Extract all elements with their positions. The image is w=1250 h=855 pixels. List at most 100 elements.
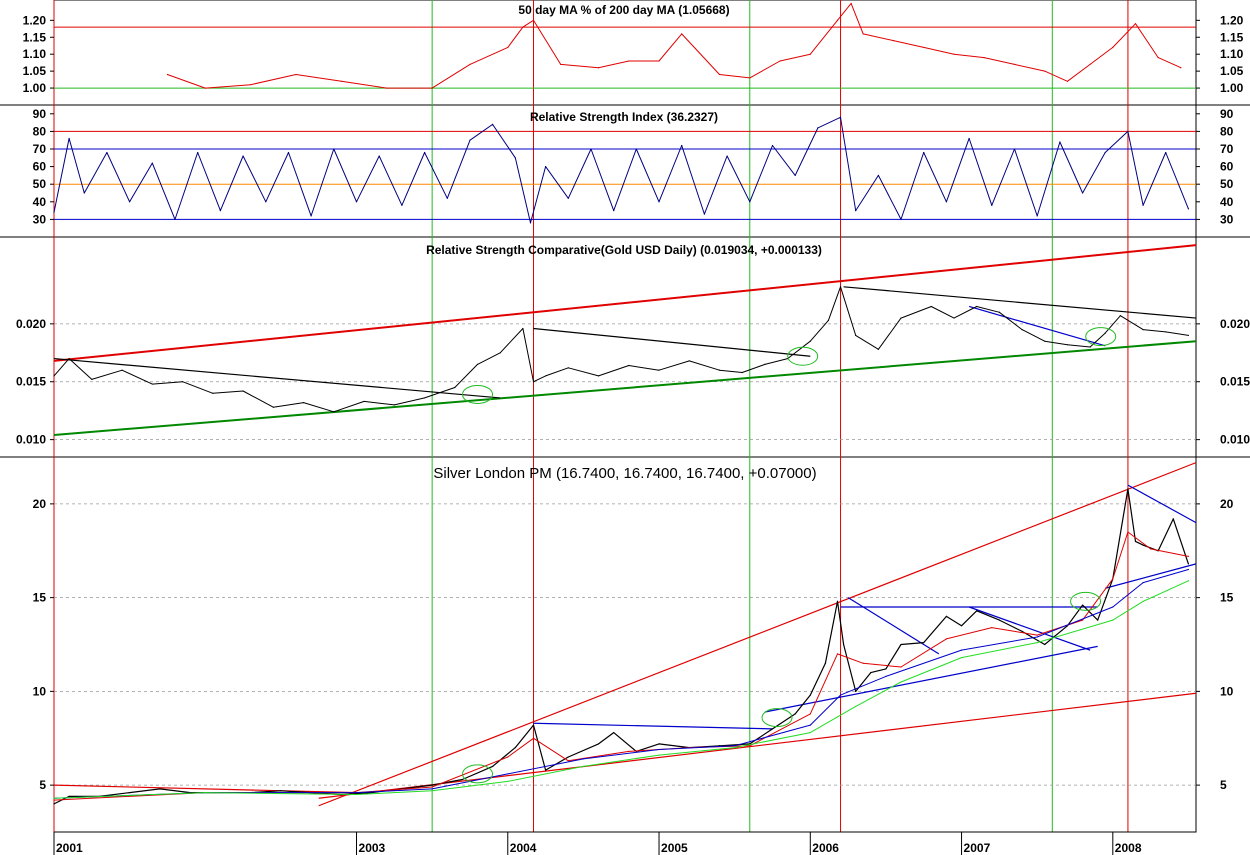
data-point <box>340 80 342 82</box>
data-point <box>809 340 811 342</box>
data-point <box>597 67 600 69</box>
ytick-label-left: 1.10 <box>23 47 47 61</box>
data-point <box>529 222 532 224</box>
data-point <box>1081 192 1084 194</box>
trendline <box>968 305 1106 347</box>
data-point <box>779 60 781 62</box>
data-point <box>1187 555 1190 557</box>
data-point <box>499 352 501 354</box>
data-point <box>1021 329 1023 331</box>
data-point <box>703 213 706 215</box>
data-point <box>1172 518 1174 520</box>
ytick-label-left: 0.010 <box>16 433 46 447</box>
series-line-2 <box>53 531 1189 801</box>
data-point <box>718 369 721 371</box>
data-point <box>998 311 1000 313</box>
data-point <box>885 668 887 670</box>
data-point <box>658 748 660 751</box>
data-point <box>492 765 494 767</box>
data-point <box>1044 70 1046 72</box>
data-point <box>242 155 244 157</box>
trendline <box>53 244 1197 362</box>
ytick-label-left: 20 <box>33 497 47 511</box>
data-point <box>953 317 955 319</box>
data-point <box>151 162 153 164</box>
ytick-label-left: 70 <box>33 142 47 156</box>
ytick-label-left: 60 <box>33 160 47 174</box>
ytick-label-right: 1.10 <box>1220 47 1244 61</box>
data-point <box>567 756 569 758</box>
trendline <box>843 286 1197 319</box>
data-point <box>355 793 358 796</box>
data-point <box>850 2 852 4</box>
ytick-label-left: 1.15 <box>23 30 47 44</box>
data-point <box>1104 332 1106 334</box>
series-line-1 <box>53 286 1189 413</box>
data-point <box>1036 215 1038 217</box>
panel-title: Relative Strength Index (36.2327) <box>530 110 718 124</box>
ytick-label-right: 80 <box>1220 124 1234 138</box>
data-point <box>945 638 948 640</box>
data-point <box>333 148 335 150</box>
trendline <box>318 692 1197 799</box>
data-point <box>1081 619 1084 621</box>
data-point <box>839 116 842 118</box>
ytick-label-right: 70 <box>1220 142 1234 156</box>
data-point <box>1104 151 1106 154</box>
data-point <box>582 765 585 767</box>
data-point <box>718 73 721 76</box>
panel-backgrounds <box>0 0 1250 833</box>
trendline <box>764 645 1098 713</box>
data-point <box>976 305 978 308</box>
data-point <box>567 760 569 762</box>
ytick-label-left: 90 <box>33 107 47 121</box>
data-point <box>53 375 55 377</box>
data-point <box>1089 63 1091 65</box>
data-point <box>681 33 683 35</box>
data-point <box>681 144 683 147</box>
data-point <box>1097 619 1099 621</box>
data-point <box>1013 148 1016 150</box>
xtick-label: 2005 <box>661 841 688 855</box>
ytick-label-left: 50 <box>33 177 47 191</box>
data-point <box>204 792 206 794</box>
data-point <box>1127 488 1129 490</box>
data-point <box>507 46 509 49</box>
data-point <box>945 201 948 203</box>
data-point <box>1089 346 1091 348</box>
data-point <box>1150 548 1152 550</box>
data-point <box>532 724 535 726</box>
xtick-label: 2006 <box>812 841 839 855</box>
data-point <box>842 643 845 646</box>
data-point <box>590 148 592 150</box>
data-point <box>960 625 963 627</box>
highlight-ellipse <box>1070 591 1102 611</box>
data-point <box>824 662 827 664</box>
data-point <box>870 672 872 674</box>
trendline <box>847 597 940 655</box>
panel-title: Silver London PM (16.7400, 16.7400, 16.7… <box>433 465 816 482</box>
data-point <box>492 123 494 125</box>
trendline <box>1105 563 1197 589</box>
ytick-label-right: 10 <box>1220 684 1234 698</box>
data-point <box>794 174 796 176</box>
data-point <box>431 788 433 790</box>
data-point <box>809 732 811 734</box>
ytick-label-left: 1.20 <box>23 13 47 27</box>
data-point <box>658 201 660 203</box>
xtick-label: 2008 <box>1115 841 1142 855</box>
vertical-markers <box>53 0 1129 832</box>
data-point <box>1013 63 1016 65</box>
ytick-label-left: 1.00 <box>23 81 47 95</box>
trendline <box>53 340 1197 436</box>
data-point <box>53 803 55 805</box>
data-point <box>423 151 426 154</box>
data-point <box>454 386 456 389</box>
data-point <box>544 769 547 771</box>
data-point <box>998 619 1000 621</box>
data-point <box>877 348 879 350</box>
ytick-label-left: 80 <box>33 124 47 138</box>
data-point <box>393 404 395 406</box>
data-point <box>1187 568 1190 571</box>
data-point <box>507 773 509 775</box>
